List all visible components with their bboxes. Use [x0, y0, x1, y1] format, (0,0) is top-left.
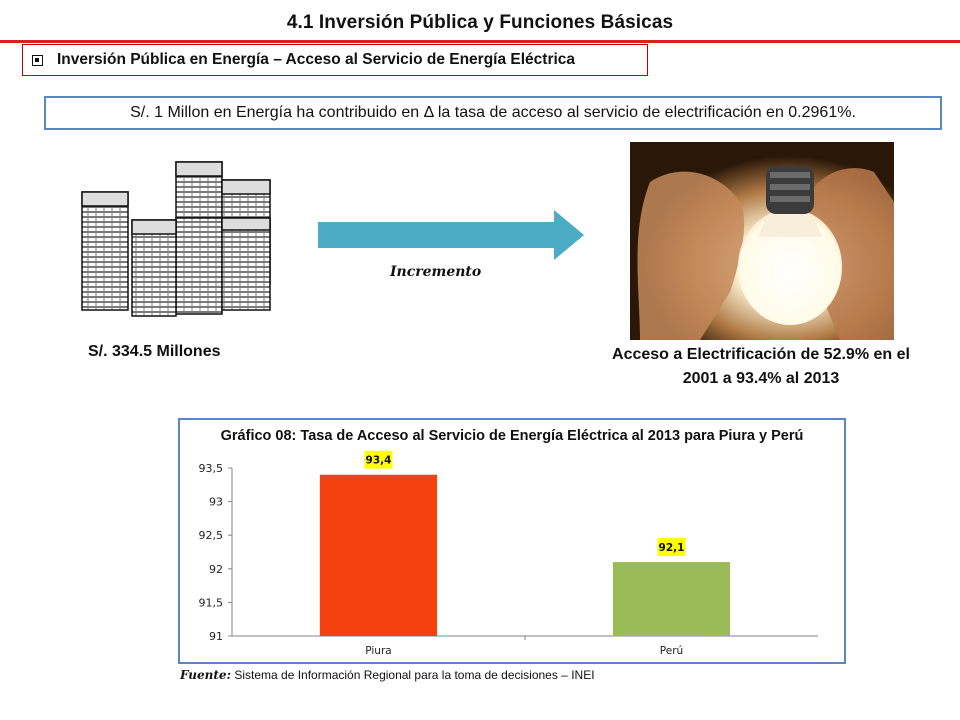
data-label-box	[364, 450, 393, 469]
page-title: 4.1 Inversión Pública y Funciones Básica…	[286, 12, 674, 33]
y-tick-label: 93,5	[199, 462, 224, 475]
data-label: 92,1	[659, 542, 685, 554]
source-note: Fuente: Sistema de Información Regional …	[180, 668, 595, 682]
x-tick-label: Piura	[365, 645, 391, 657]
electrification-label-line2: 2001 a 93.4% al 2013	[682, 370, 840, 387]
electrification-label: Acceso a Electrificación de 52.9% en el …	[596, 343, 926, 391]
statement-box: S/. 1 Millon en Energía ha contribuido e…	[44, 96, 942, 130]
y-tick-label: 93	[209, 496, 223, 509]
bar-piura	[319, 474, 438, 636]
money-stacks-icon	[81, 161, 271, 317]
source-prefix: Fuente:	[180, 668, 231, 682]
electrification-label-line1: Acceso a Electrificación de 52.9% en el	[612, 346, 910, 363]
chart-title: Gráfico 08: Tasa de Acceso al Servicio d…	[220, 428, 804, 444]
bar-chart: 91 91,5 92 92,5 93 93,5 93,4 Piura 92,1 Perú	[199, 450, 818, 657]
y-tick-label: 91	[209, 630, 223, 643]
investment-amount-label: S/. 334.5 Millones	[88, 343, 221, 360]
light-bulb-photo	[630, 142, 894, 340]
data-label: 93,4	[366, 455, 392, 467]
title-underline	[0, 40, 960, 43]
increase-arrow-icon	[318, 210, 584, 260]
y-tick-label: 91,5	[199, 596, 224, 609]
arrow-label: Incremento	[390, 264, 482, 280]
y-tick-label: 92,5	[199, 529, 224, 542]
checkbox-bullet-icon	[32, 54, 43, 66]
section-subtitle-text: Inversión Pública en Energía – Acceso al…	[57, 51, 576, 68]
y-tick-label: 92	[209, 563, 223, 576]
x-tick-label: Perú	[660, 645, 683, 657]
statement-text: S/. 1 Millon en Energía ha contribuido e…	[130, 104, 856, 121]
data-label-box	[657, 538, 686, 557]
chart-panel: Gráfico 08: Tasa de Acceso al Servicio d…	[178, 418, 846, 664]
section-subtitle: Inversión Pública en Energía – Acceso al…	[22, 44, 648, 76]
bar-perú	[612, 562, 731, 636]
source-text: Sistema de Información Regional para la …	[231, 668, 595, 682]
